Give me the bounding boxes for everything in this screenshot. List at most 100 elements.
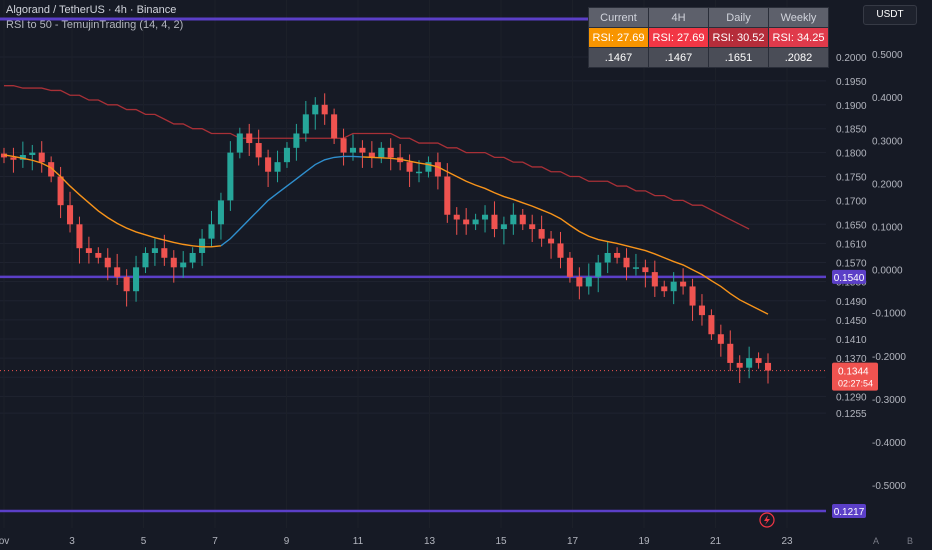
candle-body <box>302 114 309 134</box>
rsi-price-weekly: .2082 <box>768 47 829 68</box>
last-price-badge-bg <box>832 362 878 391</box>
candle-body <box>170 257 177 268</box>
rsi-table-rsi-row: RSI: 27.69 RSI: 27.69 RSI: 30.52 RSI: 34… <box>588 27 829 48</box>
candle-body <box>312 104 319 115</box>
candle-body <box>66 205 74 225</box>
price-tick-label: 0.1850 <box>836 125 867 136</box>
candle-body <box>95 252 102 258</box>
rsi-table-header-row: Current 4H Daily Weekly <box>588 7 829 28</box>
time-tick-label: 15 <box>495 536 507 547</box>
candle-body <box>500 224 507 230</box>
time-tick-label: 3 <box>69 536 75 547</box>
time-tick-label: 13 <box>424 536 436 547</box>
candle-body <box>548 238 555 244</box>
candle-body <box>19 154 26 160</box>
candle-body <box>349 147 357 153</box>
rsi-tick-label: 0.4000 <box>872 93 903 104</box>
last-price-badge: 0.1344 <box>838 367 869 378</box>
rsi-tick-label: 0.5000 <box>872 50 903 61</box>
candle-body <box>199 238 206 253</box>
bottom-marker-a: A <box>873 536 879 546</box>
rsi-tick-label: -0.1000 <box>872 309 906 320</box>
rsi-value-4h: RSI: 27.69 <box>648 27 709 48</box>
lightning-icon <box>759 512 775 528</box>
ema-line-blue <box>220 155 363 247</box>
price-tick-label: 0.1410 <box>836 335 867 346</box>
candle-body <box>510 214 517 225</box>
candle-body <box>604 252 611 263</box>
candle-body <box>642 267 649 273</box>
candle-body <box>434 162 441 177</box>
rsi-header-current: Current <box>588 7 649 28</box>
price-tick-label: 0.1570 <box>836 259 867 270</box>
candle-body <box>48 162 55 177</box>
countdown-badge: 02:27:54 <box>838 379 873 389</box>
candle-body <box>472 219 479 225</box>
rsi-price-4h: .1467 <box>648 47 709 68</box>
candle-body <box>151 248 158 253</box>
candle-body <box>331 114 338 139</box>
indicator-title[interactable]: RSI to 50 - TemujinTrading (14, 4, 2) <box>6 19 184 31</box>
time-tick-label: 5 <box>141 536 147 547</box>
price-tick-label: 0.1610 <box>836 239 867 250</box>
time-tick-label: 21 <box>710 536 722 547</box>
candle-body <box>689 286 696 306</box>
candle-body <box>746 358 753 368</box>
candle-body <box>482 214 489 220</box>
candle-body <box>491 214 498 230</box>
rsi-value-current: RSI: 27.69 <box>588 27 649 48</box>
candle-body <box>293 133 300 148</box>
level-badge-2: 0.1217 <box>834 507 865 518</box>
candle-body <box>38 152 45 163</box>
candle-body <box>755 358 762 363</box>
candle-body <box>85 248 92 253</box>
price-tick-label: 0.1490 <box>836 297 867 308</box>
candle-body <box>255 143 262 158</box>
lightning-glyph <box>764 515 770 525</box>
rsi-tick-label: 0.2000 <box>872 179 903 190</box>
time-tick-label: 11 <box>353 536 364 547</box>
candle-body <box>670 281 677 292</box>
ema-line-orange-1 <box>3 154 222 248</box>
candle-body <box>340 138 347 153</box>
candle-body <box>378 147 385 158</box>
time-tick-label: 19 <box>638 536 650 547</box>
price-tick-label: 0.1650 <box>836 220 867 231</box>
bottom-marker-b: B <box>907 536 913 546</box>
rsi-tick-label: 0.3000 <box>872 136 903 147</box>
candle-body <box>727 343 734 363</box>
ema-line-orange-2 <box>362 156 769 315</box>
candle-body <box>453 214 460 220</box>
candle-body <box>368 152 375 158</box>
candle-body <box>708 315 715 335</box>
level-badge-1: 0.1540 <box>834 273 865 284</box>
candle-body <box>283 147 290 163</box>
candle-body <box>538 229 545 239</box>
rsi-value-weekly: RSI: 34.25 <box>768 27 829 48</box>
candle-body <box>595 262 602 277</box>
candle-body <box>444 176 451 215</box>
price-tick-label: 0.1255 <box>836 409 867 420</box>
candle-body <box>623 257 630 268</box>
rsi-tick-label: -0.2000 <box>872 352 906 363</box>
currency-selector[interactable]: USDT <box>863 5 917 25</box>
candle-body <box>123 276 130 292</box>
time-tick-label: 17 <box>567 536 579 547</box>
symbol-title[interactable]: Algorand / TetherUS · 4h · Binance <box>6 4 177 16</box>
candle-body <box>57 176 64 206</box>
candle-body <box>585 276 592 287</box>
candle-body <box>189 252 196 263</box>
price-tick-label: 0.1290 <box>836 392 867 403</box>
candle-body <box>321 104 328 115</box>
candle-body <box>217 200 224 225</box>
rsi-table: Current 4H Daily Weekly RSI: 27.69 RSI: … <box>588 7 829 68</box>
rsi-tick-label: 0.0000 <box>872 266 903 277</box>
candle-body <box>104 257 111 268</box>
candle-body <box>10 157 17 160</box>
candle-body <box>519 214 526 225</box>
candle-body <box>529 224 536 230</box>
price-tick-label: 0.1370 <box>836 354 867 365</box>
candle-body <box>425 162 432 172</box>
rsi-header-4h: 4H <box>648 7 709 28</box>
